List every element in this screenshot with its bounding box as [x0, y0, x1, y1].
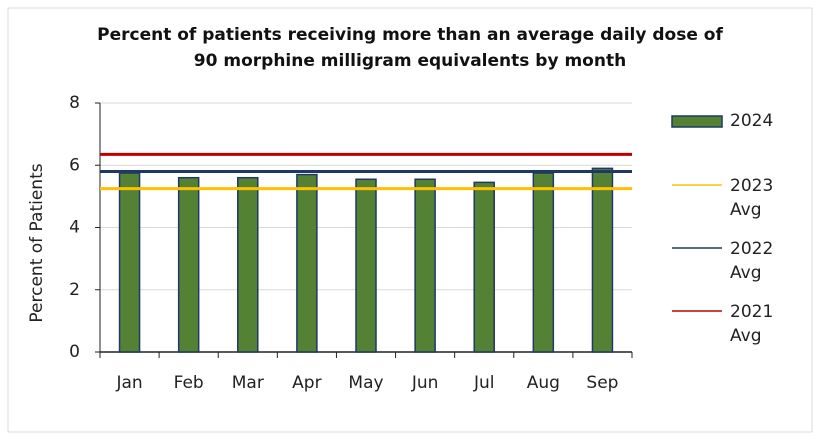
bar [414, 178, 436, 353]
x-tick-label: Jun [411, 373, 439, 393]
x-tick-label: Jul [473, 373, 495, 393]
y-tick-label: 6 [69, 155, 80, 175]
legend-swatch [671, 115, 723, 128]
x-tick-label: Apr [292, 373, 321, 393]
y-tick-label: 2 [69, 280, 80, 300]
legend-label: 2024 [730, 111, 774, 131]
bar [177, 176, 200, 353]
bar [473, 181, 495, 353]
x-tick-label: Feb [174, 373, 204, 393]
bar [118, 172, 141, 353]
y-tick-label: 0 [69, 342, 80, 362]
legend-label: 2022 Avg [730, 239, 774, 283]
x-tick-label: Aug [527, 373, 560, 393]
chart-title: Percent of patients receiving more than … [97, 25, 723, 71]
y-axis-label: Percent of Patients [27, 163, 47, 322]
bar [237, 176, 259, 353]
bar [355, 178, 377, 353]
bar [591, 167, 614, 353]
legend-label: 2023 Avg [730, 176, 774, 220]
y-tick-label: 8 [69, 93, 80, 113]
x-tick-label: May [348, 373, 383, 393]
legend-label: 2021 Avg [730, 302, 774, 346]
bar [296, 173, 318, 353]
y-tick-label: 4 [69, 218, 80, 238]
chart-border [7, 7, 813, 433]
x-tick-label: Mar [232, 373, 264, 393]
x-tick-label: Jan [115, 373, 142, 393]
bar [532, 172, 555, 353]
x-tick-label: Sep [586, 373, 618, 393]
